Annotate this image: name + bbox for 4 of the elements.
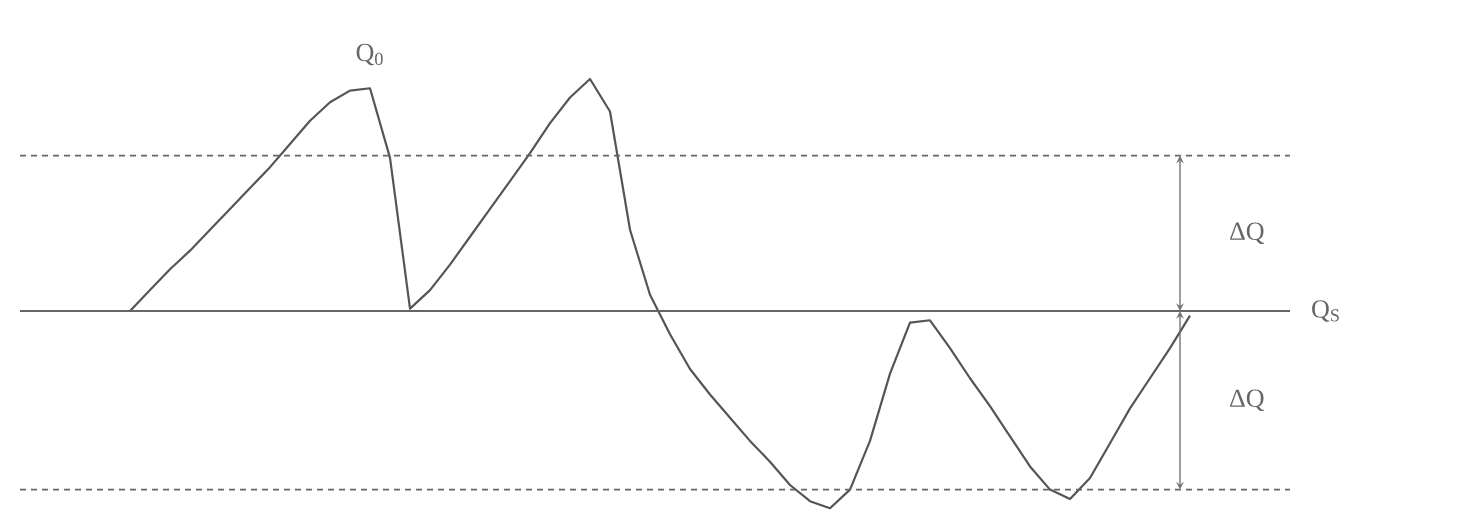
ref-line-label: Q$_{S}$ xyxy=(1312,300,1339,322)
text: ΔQ xyxy=(1230,389,1265,412)
text: ΔQ xyxy=(1230,222,1265,244)
text: Q$_{0}$ xyxy=(356,43,383,66)
